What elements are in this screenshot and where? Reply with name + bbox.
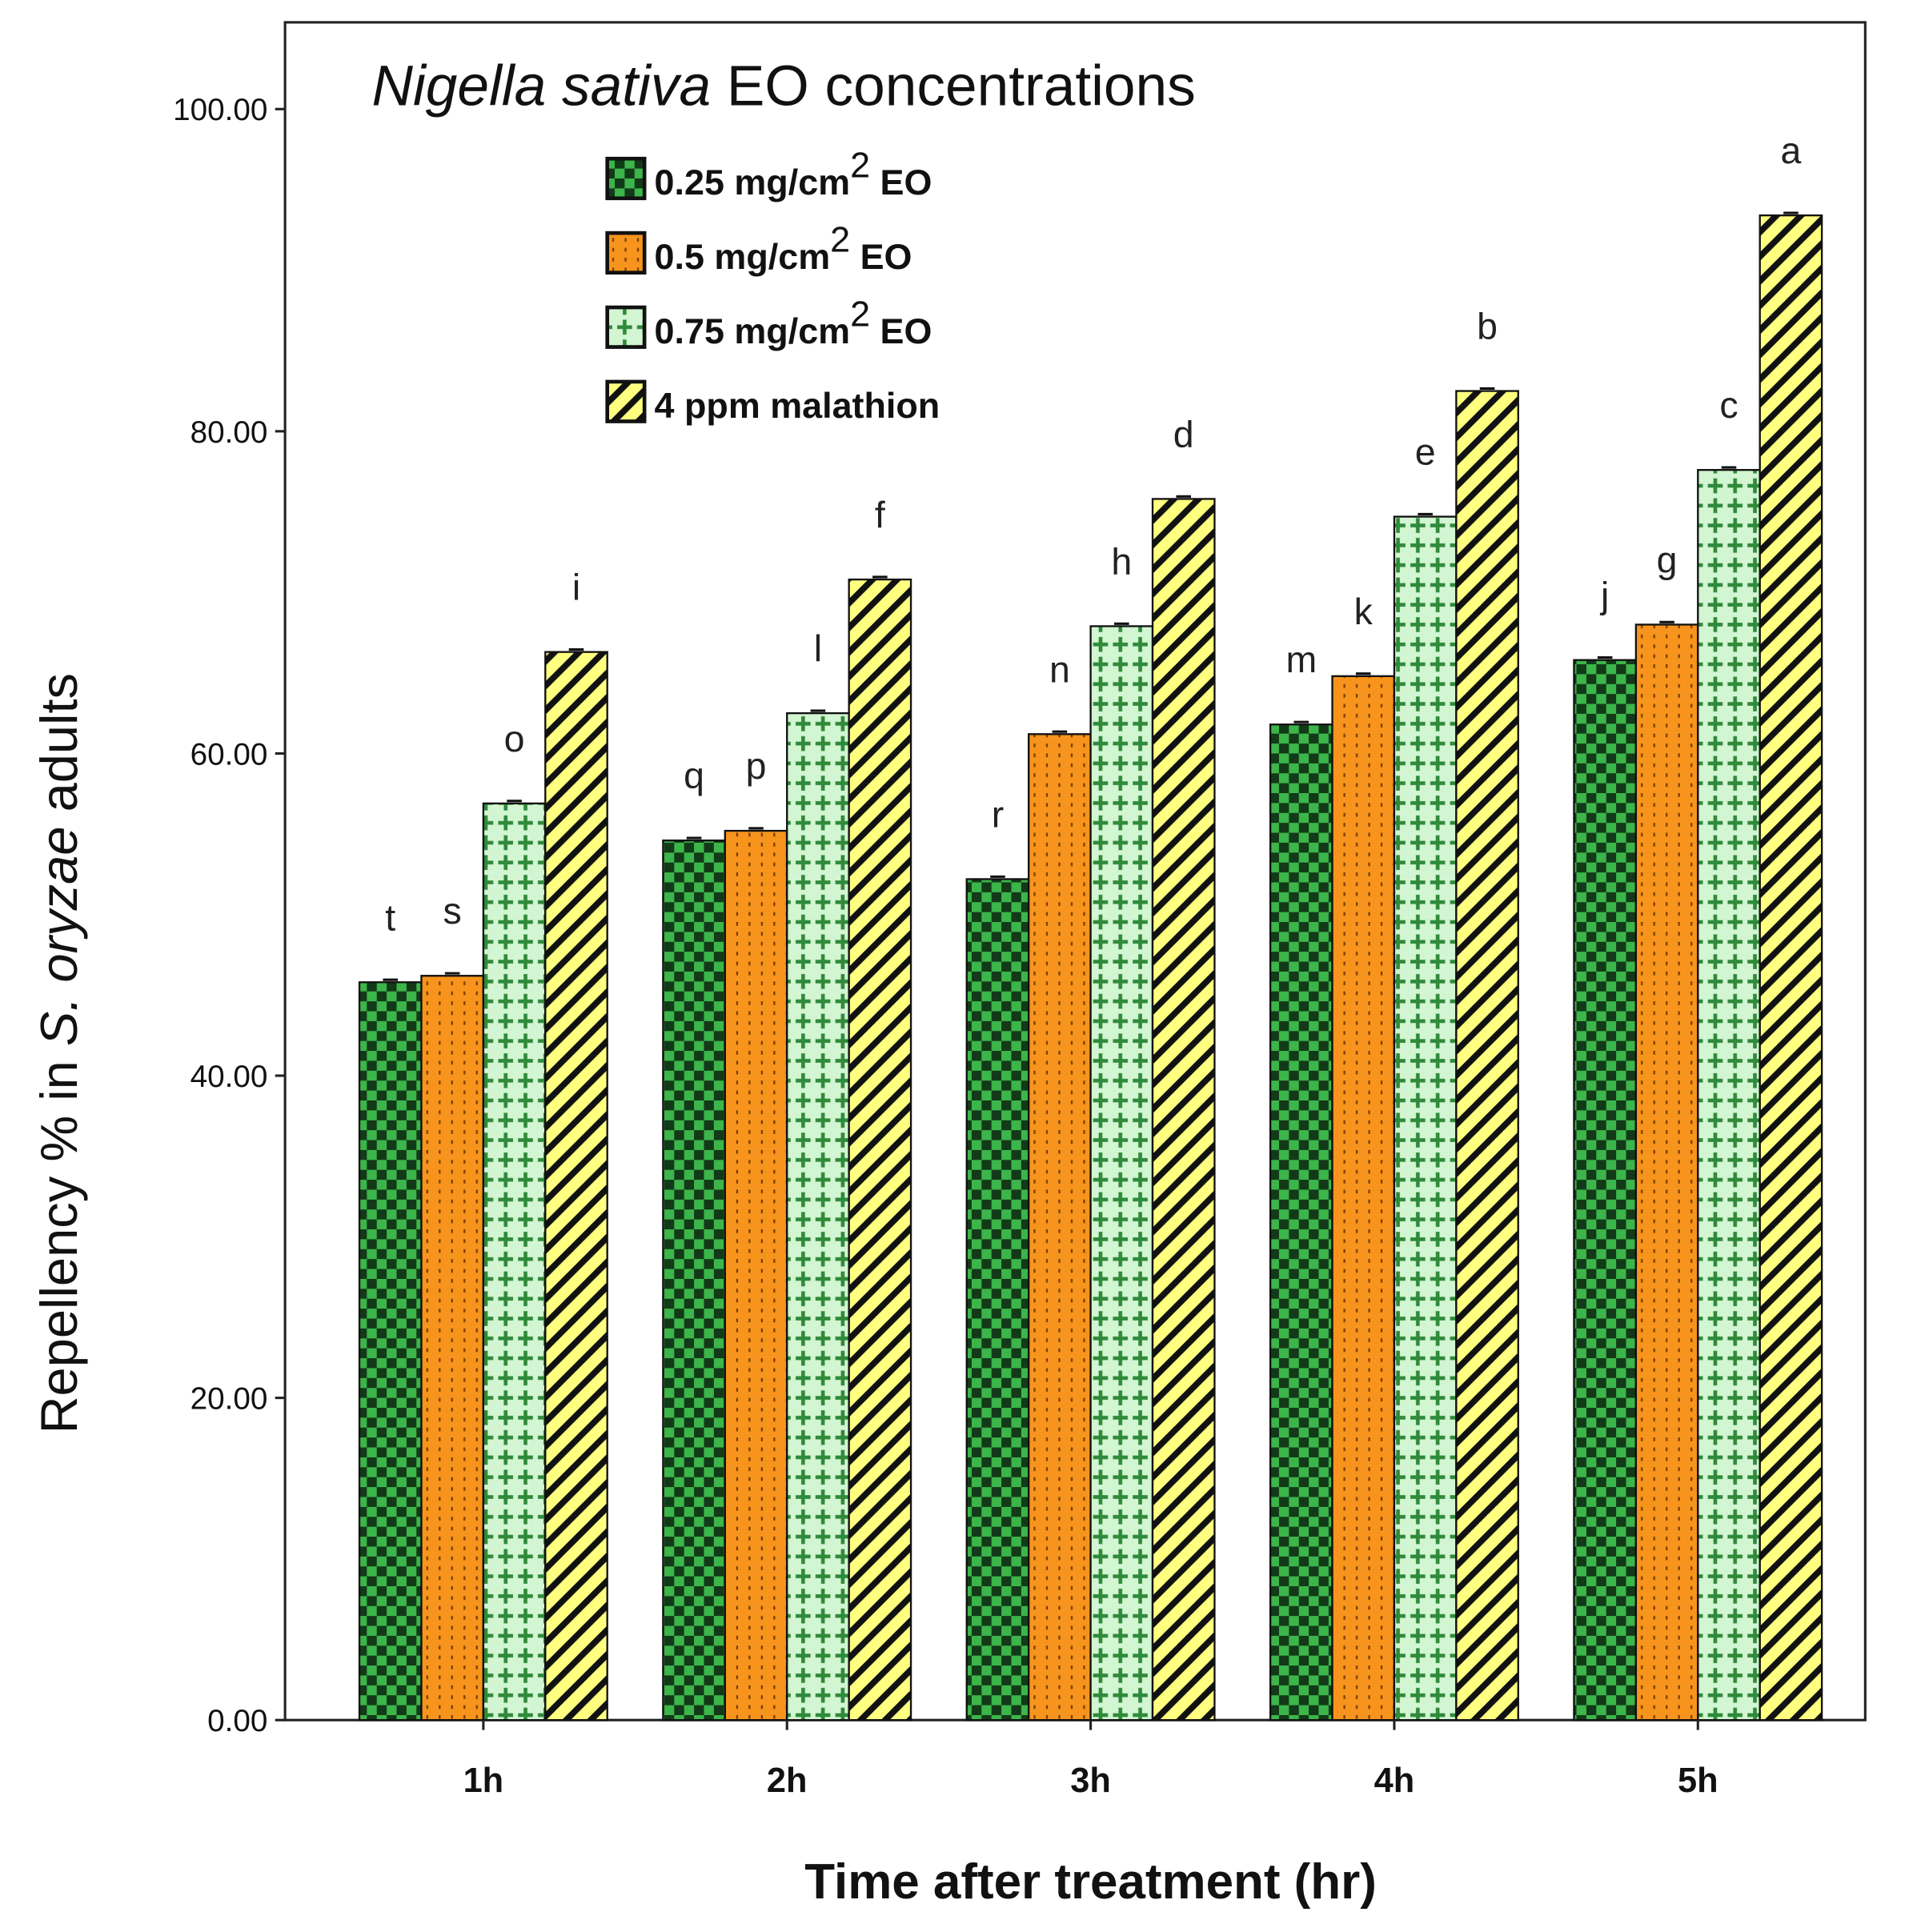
significance-letter: j bbox=[1599, 575, 1609, 616]
legend-swatch-2 bbox=[605, 230, 647, 275]
bar-3h-series-4 bbox=[1151, 498, 1216, 1722]
significance-letter: r bbox=[992, 793, 1004, 835]
significance-letter: q bbox=[684, 755, 704, 796]
bar-1h-series-2 bbox=[420, 975, 485, 1722]
bar-3h-series-3 bbox=[1089, 625, 1154, 1722]
bars: t s o i q p l f r n h d mk e b j g c a bbox=[358, 130, 1823, 1722]
bar-4h-series-1 bbox=[1269, 723, 1333, 1722]
bar-1h-series-3 bbox=[482, 802, 547, 1722]
bar-5h-series-2 bbox=[1634, 623, 1699, 1722]
x-axis-title: Time after treatment (hr) bbox=[804, 1854, 1377, 1910]
y-axis-title-species: S. oryzae bbox=[30, 826, 88, 1046]
bar-3h-series-1 bbox=[965, 878, 1030, 1722]
legend-label-3: 0.75 mg/cm2 EO bbox=[655, 293, 932, 351]
chart-title-italic: Nigella sativa bbox=[372, 55, 712, 118]
significance-letter: m bbox=[1285, 639, 1317, 680]
significance-letter: i bbox=[572, 567, 580, 608]
bar-4h-series-3 bbox=[1393, 515, 1458, 1722]
significance-letter: b bbox=[1477, 306, 1498, 347]
bar-4h-series-2 bbox=[1331, 675, 1396, 1722]
x-tick-label: 1h bbox=[463, 1762, 504, 1800]
y-axis: 0.00 20.00 40.00 60.00 80.00 100.00 bbox=[173, 93, 286, 1738]
y-tick-label: 60.00 bbox=[190, 737, 268, 772]
legend-label-4: 4 ppm malathion bbox=[655, 385, 940, 426]
significance-letter: t bbox=[385, 896, 395, 938]
legend: 0.25 mg/cm2 EO0.5 mg/cm2 EO0.75 mg/cm2 E… bbox=[605, 144, 940, 426]
legend-label-main: 0.25 mg/cm bbox=[655, 162, 851, 202]
significance-letter: g bbox=[1657, 539, 1678, 580]
x-axis: 1h 2h 3h 4h 5h bbox=[463, 1720, 1718, 1800]
legend-label-suffix: EO bbox=[850, 236, 912, 277]
legend-swatch-4 bbox=[605, 379, 647, 423]
legend-label-main: 0.5 mg/cm bbox=[655, 236, 831, 277]
y-tick-label: 80.00 bbox=[190, 415, 268, 450]
y-tick-label: 100.00 bbox=[173, 93, 267, 127]
bar-3h-series-2 bbox=[1028, 733, 1092, 1722]
y-tick-label: 20.00 bbox=[190, 1382, 268, 1417]
bar-1h-series-1 bbox=[358, 981, 423, 1722]
x-tick-label: 4h bbox=[1374, 1762, 1415, 1800]
bar-2h-series-2 bbox=[724, 829, 788, 1722]
x-tick-label: 3h bbox=[1070, 1762, 1111, 1800]
legend-swatch-3 bbox=[605, 305, 647, 349]
bar-5h-series-3 bbox=[1697, 469, 1761, 1722]
bar-4h-series-4 bbox=[1455, 390, 1519, 1722]
bar-5h-series-4 bbox=[1759, 214, 1823, 1722]
significance-letter: k bbox=[1354, 591, 1374, 632]
significance-letter: e bbox=[1415, 431, 1436, 473]
legend-swatch-1 bbox=[605, 156, 647, 201]
y-axis-title-part-1: Repellency % in bbox=[30, 1046, 88, 1433]
significance-letter: a bbox=[1781, 130, 1802, 171]
y-axis-title-part-3: adults bbox=[30, 673, 88, 827]
legend-label-main: 0.75 mg/cm bbox=[655, 311, 851, 351]
significance-letter: p bbox=[746, 745, 767, 787]
legend-label-superscript: 2 bbox=[850, 144, 870, 185]
legend-label-1: 0.25 mg/cm2 EO bbox=[655, 144, 932, 202]
legend-label-superscript: 2 bbox=[830, 218, 850, 259]
x-tick-label: 5h bbox=[1678, 1762, 1718, 1800]
bar-2h-series-3 bbox=[786, 711, 850, 1722]
y-axis-title: Repellency % in S. oryzae adults bbox=[30, 673, 88, 1433]
legend-label-main: 4 ppm malathion bbox=[655, 385, 940, 426]
chart-title: Nigella sativa EO concentrations bbox=[372, 55, 1196, 118]
significance-letter: f bbox=[875, 494, 885, 535]
legend-label-2: 0.5 mg/cm2 EO bbox=[655, 218, 912, 277]
legend-label-suffix: EO bbox=[870, 311, 932, 351]
significance-letter: l bbox=[814, 627, 822, 669]
significance-letter: o bbox=[504, 718, 525, 760]
significance-letter: h bbox=[1111, 540, 1132, 582]
legend-label-superscript: 2 bbox=[850, 293, 870, 334]
significance-letter: d bbox=[1173, 413, 1194, 455]
significance-letter: s bbox=[443, 890, 462, 932]
significance-letter: c bbox=[1719, 384, 1738, 426]
x-tick-label: 2h bbox=[767, 1762, 808, 1800]
y-tick-label: 0.00 bbox=[207, 1704, 267, 1738]
bar-2h-series-1 bbox=[662, 839, 726, 1722]
bar-2h-series-4 bbox=[848, 578, 912, 1722]
significance-letter: n bbox=[1049, 648, 1070, 690]
legend-label-suffix: EO bbox=[870, 162, 932, 202]
y-tick-label: 40.00 bbox=[190, 1060, 268, 1094]
bar-5h-series-1 bbox=[1573, 659, 1638, 1722]
chart-title-rest: EO concentrations bbox=[711, 55, 1196, 118]
bar-1h-series-4 bbox=[544, 651, 608, 1722]
